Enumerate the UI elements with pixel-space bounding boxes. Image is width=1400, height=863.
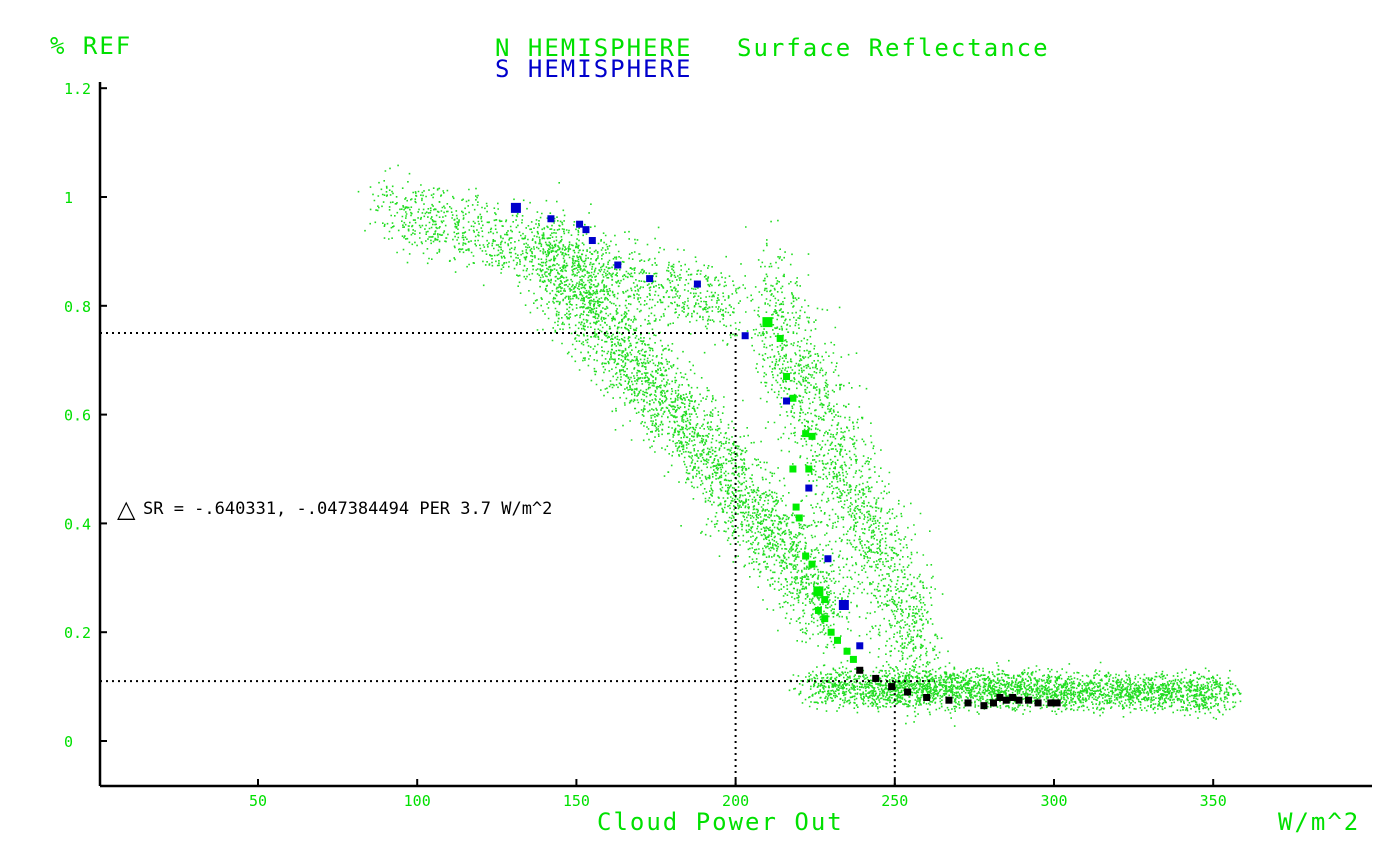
series-1-point <box>646 275 654 283</box>
series-0-point <box>802 552 810 560</box>
series-1-point <box>824 555 832 563</box>
series-0-point <box>805 465 813 473</box>
series-2-point <box>990 699 998 707</box>
series-2-point <box>1002 696 1010 704</box>
series-0-point <box>843 647 851 655</box>
series-2-point <box>923 693 931 701</box>
series-0-point <box>849 655 857 663</box>
series-2-point <box>1009 693 1017 701</box>
chart-title: Surface Reflectance <box>737 34 1050 62</box>
series-0-point <box>789 394 797 402</box>
series-2-point <box>888 683 896 691</box>
x-tick-label: 200 <box>722 792 749 810</box>
cloud-band-0 <box>357 164 762 354</box>
series-2-point <box>904 688 912 696</box>
scatter-cloud <box>357 164 1242 727</box>
series-0-point <box>783 373 791 381</box>
x-tick-label: 50 <box>249 792 267 810</box>
delta-annotation: △ SR = -.640331, -.047384494 PER 3.7 W/m… <box>117 495 552 523</box>
series-0-point <box>808 560 816 568</box>
series-2-point <box>964 699 972 707</box>
y-tick-label: 0.4 <box>64 515 91 533</box>
x-tick-label: 100 <box>404 792 431 810</box>
series-2-point <box>1047 699 1055 707</box>
series-0-point <box>802 430 810 438</box>
series-2-point <box>945 696 953 704</box>
x-axis-label: Cloud Power Out <box>597 808 844 836</box>
series-1-point <box>693 280 701 288</box>
annotation-text: SR = -.640331, -.047384494 PER 3.7 W/m^2 <box>143 499 552 519</box>
series-0-point <box>814 606 822 614</box>
chart-title-s-prefix: S HEMISPHERE <box>495 55 692 83</box>
y-tick-label: 1 <box>64 189 73 207</box>
x-tick-label: 250 <box>881 792 908 810</box>
series-1-point <box>576 220 584 228</box>
series-1-point <box>805 484 813 492</box>
series-1-point <box>547 215 555 223</box>
series-0-point <box>795 514 803 522</box>
series-1-point <box>741 332 749 340</box>
series-markers <box>510 202 1061 710</box>
series-2-point <box>1053 699 1061 707</box>
delta-icon: △ <box>117 495 136 523</box>
series-2-point <box>996 693 1004 701</box>
y-tick-label: 1.2 <box>64 80 91 98</box>
series-1-point <box>783 397 791 405</box>
reference-lines <box>100 332 935 786</box>
series-2-point <box>1034 699 1042 707</box>
y-tick-label: 0.6 <box>64 407 91 425</box>
x-tick-label: 350 <box>1200 792 1227 810</box>
series-0-point <box>827 628 835 636</box>
cloud-band-1 <box>517 182 852 654</box>
series-2-point <box>1025 696 1033 704</box>
x-tick-label: 150 <box>563 792 590 810</box>
series-0-point <box>813 586 824 597</box>
series-0-point <box>821 615 829 623</box>
y-tick-label: 0 <box>64 733 73 751</box>
series-0-point <box>789 465 797 473</box>
series-1-point <box>582 226 590 234</box>
series-2-point <box>856 666 864 674</box>
series-0-point <box>792 503 800 511</box>
cloud-band-2 <box>740 219 956 727</box>
series-2-point <box>872 674 880 682</box>
series-0-point <box>821 596 829 604</box>
series-1-point <box>856 642 864 650</box>
series-1-point <box>510 202 521 213</box>
x-tick-label: 300 <box>1040 792 1067 810</box>
axes: 50 100 150 200 250 300 350 0 0.2 0.4 0.6 0.8 1 1.2 <box>64 80 1372 810</box>
series-2-point <box>1015 696 1023 704</box>
series-0-point <box>776 334 784 342</box>
series-0-point <box>808 432 816 440</box>
series-0-point <box>833 636 841 644</box>
series-2-point <box>980 702 988 710</box>
y-tick-label: 0.8 <box>64 298 91 316</box>
series-1-point <box>838 600 849 610</box>
series-1-point <box>614 261 622 269</box>
chart-title-n-prefix: N HEMISPHERE <box>495 34 692 62</box>
y-tick-label: 0.2 <box>64 624 91 642</box>
cloud-band-3 <box>788 659 1242 720</box>
series-0-point <box>762 317 773 328</box>
x-axis-unit: W/m^2 <box>1278 808 1360 836</box>
y-axis-label: % REF <box>50 32 132 60</box>
series-1-point <box>588 237 596 245</box>
